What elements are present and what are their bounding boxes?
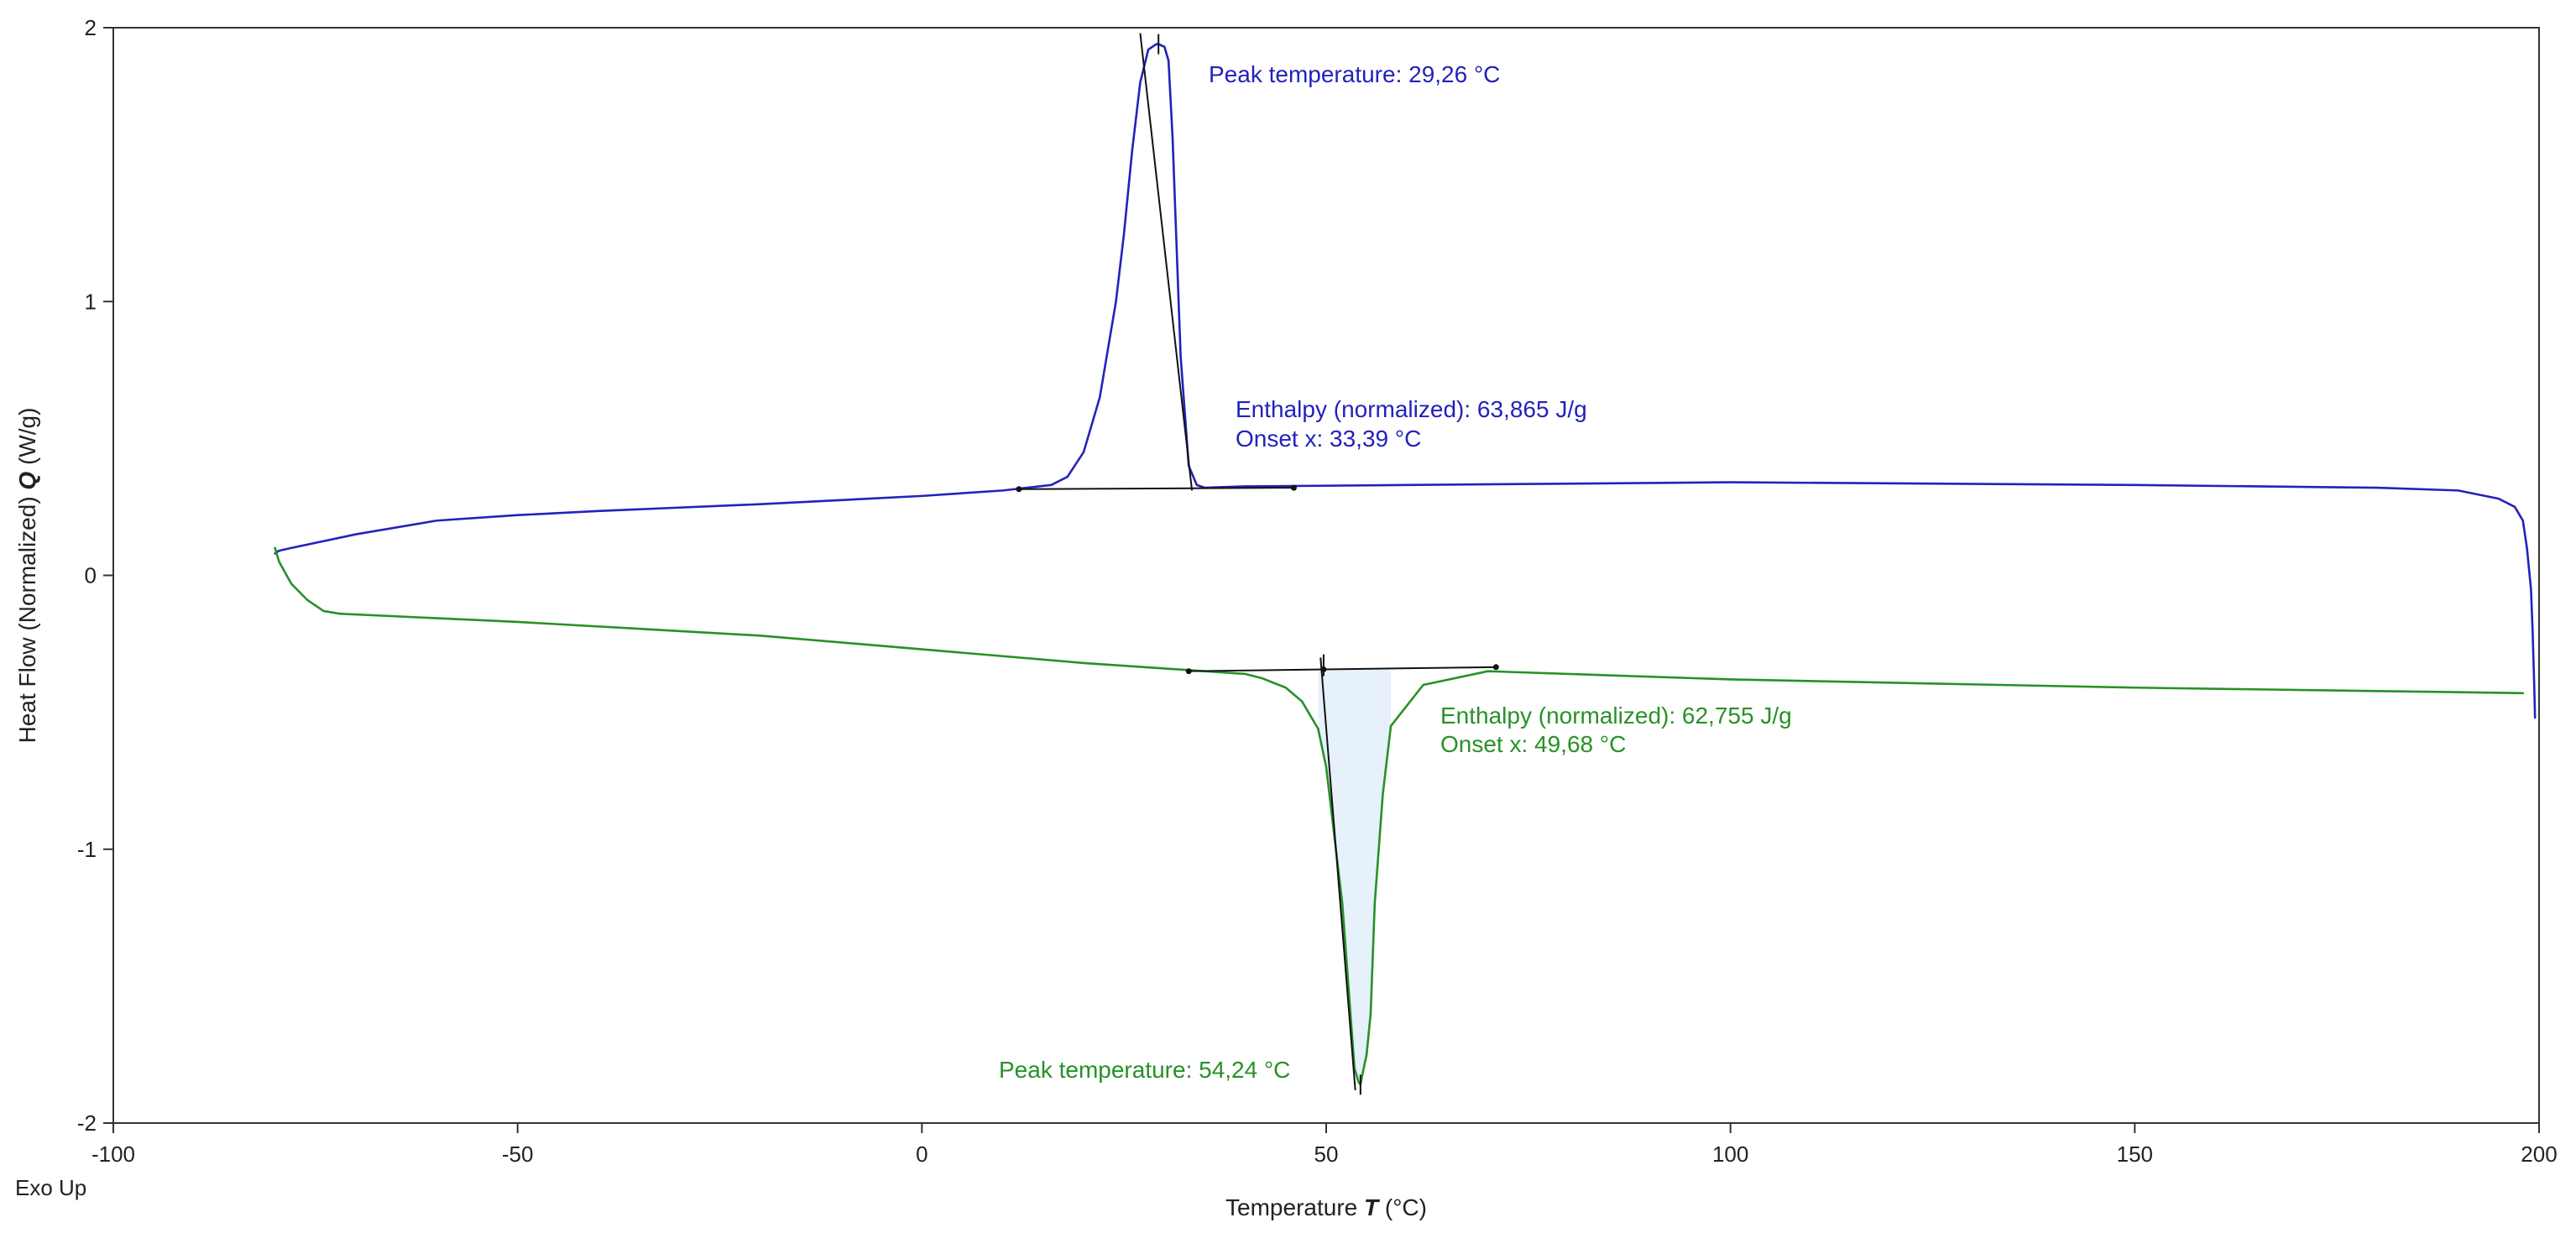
cooling-baseline-point bbox=[1185, 668, 1192, 675]
y-tick-label: 1 bbox=[85, 289, 97, 314]
cooling-onset-point bbox=[1320, 666, 1327, 673]
cooling-enthalpy-area bbox=[1318, 668, 1392, 1085]
cooling-curve bbox=[274, 546, 2525, 1086]
x-tick-label: 100 bbox=[1712, 1142, 1748, 1167]
y-tick-label: -1 bbox=[77, 837, 97, 862]
cooling-peak-temperature-label: Peak temperature: 54,24 °C bbox=[999, 1057, 1290, 1083]
y-tick-label: 0 bbox=[85, 563, 97, 588]
cooling-enthalpy-label: Enthalpy (normalized): 62,755 J/g bbox=[1440, 703, 1792, 729]
x-tick-label: -100 bbox=[91, 1142, 135, 1167]
cooling-tangent bbox=[1319, 657, 1356, 1090]
x-tick-label: 0 bbox=[916, 1142, 927, 1167]
y-axis-title: Heat Flow (Normalized) Q (W/g) bbox=[14, 408, 40, 744]
enthalpy-fill-layer bbox=[1318, 668, 1392, 1085]
heating-enthalpy-label: Enthalpy (normalized): 63,865 J/g bbox=[1236, 396, 1587, 422]
cooling-baseline-point bbox=[1492, 664, 1499, 671]
heating-baseline bbox=[1018, 487, 1294, 490]
x-tick-label: -50 bbox=[502, 1142, 534, 1167]
analysis-layer bbox=[1016, 33, 1499, 1095]
heating-baseline-point bbox=[1290, 484, 1297, 491]
heating-onset-label: Onset x: 33,39 °C bbox=[1236, 426, 1421, 452]
heating-tangent bbox=[1139, 33, 1194, 491]
ticks-layer: -100 -50 0 50 100 150 200 -2 -1 0 1 2 bbox=[77, 15, 2558, 1167]
exo-up-label: Exo Up bbox=[15, 1175, 87, 1200]
series-layer bbox=[274, 43, 2537, 1086]
cooling-onset-label: Onset x: 49,68 °C bbox=[1440, 731, 1626, 757]
x-tick-label: 50 bbox=[1314, 1142, 1339, 1167]
y-tick-label: 2 bbox=[85, 15, 97, 40]
heating-curve bbox=[274, 43, 2537, 719]
cooling-baseline bbox=[1189, 666, 1497, 672]
x-tick-label: 150 bbox=[2117, 1142, 2153, 1167]
x-tick-label: 200 bbox=[2521, 1142, 2557, 1167]
heating-baseline-point bbox=[1016, 486, 1022, 493]
heating-peak-temperature-label: Peak temperature: 29,26 °C bbox=[1209, 61, 1500, 87]
y-tick-label: -2 bbox=[77, 1110, 97, 1136]
x-axis-title: Temperature T (°C) bbox=[1225, 1194, 1427, 1220]
